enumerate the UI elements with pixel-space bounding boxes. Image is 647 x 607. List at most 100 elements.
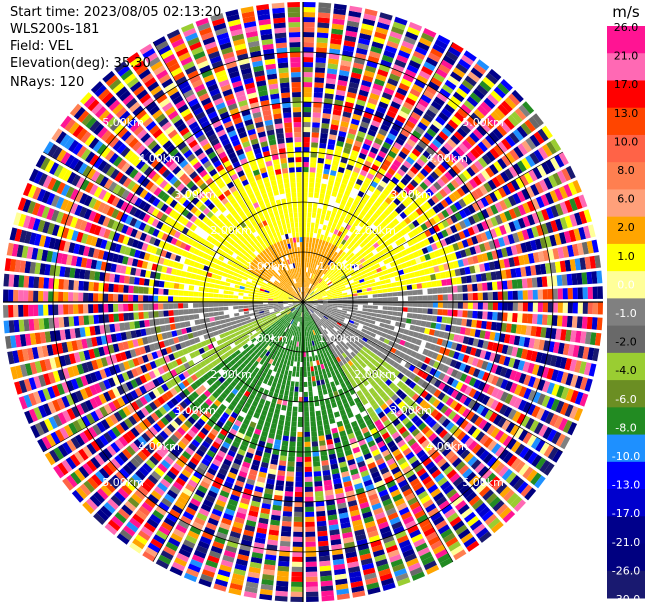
ppi-gate-cell	[343, 269, 349, 275]
ppi-gate-cell	[391, 431, 400, 440]
ppi-gate-cell	[386, 132, 397, 141]
ppi-gate-cell	[33, 375, 42, 389]
ppi-gate-cell	[500, 379, 509, 390]
ppi-gate-cell	[276, 398, 283, 405]
ppi-gate-cell	[430, 450, 441, 460]
ppi-gate-cell	[334, 573, 347, 581]
ppi-gate-cell	[576, 242, 585, 256]
ppi-gate-cell	[407, 524, 419, 534]
ppi-gate-cell	[383, 419, 392, 427]
ppi-gate-cell	[461, 79, 474, 91]
ppi-gate-cell	[397, 372, 405, 380]
ppi-gate-cell	[365, 248, 372, 255]
ppi-gate-cell	[381, 375, 389, 383]
ppi-gate-cell	[308, 310, 312, 315]
ppi-gate-cell	[327, 318, 333, 323]
ppi-gate-cell	[144, 546, 158, 558]
ppi-gate-cell	[146, 415, 156, 425]
ppi-gate-cell	[381, 228, 388, 236]
ppi-gate-cell	[308, 336, 312, 342]
ppi-gate-cell	[382, 297, 388, 302]
ppi-gate-cell	[491, 387, 500, 398]
ppi-gate-cell	[159, 430, 169, 440]
ppi-gate-cell	[353, 183, 361, 191]
ppi-gate-cell	[514, 443, 526, 456]
ppi-gate-cell	[389, 73, 401, 82]
ppi-gate-cell	[362, 205, 370, 213]
ppi-gate-cell	[435, 115, 446, 126]
ppi-gate-cell	[347, 354, 354, 360]
ppi-gate-cell	[333, 3, 347, 11]
ppi-gate-cell	[309, 401, 314, 407]
ppi-gate-cell	[559, 217, 568, 230]
ppi-gate-cell	[236, 359, 243, 366]
ppi-gate-cell	[376, 184, 385, 192]
ppi-gate-cell	[417, 140, 428, 150]
ppi-gate-cell	[350, 357, 357, 364]
ppi-gate-cell	[256, 391, 263, 398]
ppi-gate-cell	[264, 421, 271, 428]
ppi-gate-cell	[319, 332, 323, 338]
ppi-gate-cell	[277, 357, 282, 363]
ppi-gate-cell	[338, 507, 348, 514]
ppi-gate-cell	[269, 524, 280, 531]
ppi-gate-cell	[338, 335, 344, 341]
ppi-gate-cell	[146, 335, 154, 344]
ppi-gate-cell	[174, 394, 183, 403]
ppi-gate-cell	[24, 410, 34, 425]
ppi-gate-cell	[376, 216, 384, 224]
ppi-gate-cell	[217, 329, 224, 335]
ppi-gate-cell	[364, 8, 378, 17]
ppi-gate-cell	[312, 122, 320, 128]
ppi-gate-cell	[394, 259, 401, 266]
ppi-gate-cell	[478, 465, 489, 477]
ppi-gate-cell	[473, 108, 485, 120]
ppi-gate-cell	[326, 265, 331, 271]
ppi-gate-cell	[375, 208, 383, 216]
ppi-gate-cell	[322, 296, 328, 299]
ppi-gate-cell	[417, 263, 424, 270]
ppi-gate-cell	[160, 416, 170, 426]
ppi-gate-cell	[417, 547, 431, 557]
ppi-gate-cell	[411, 358, 419, 366]
ppi-gate-cell	[307, 207, 312, 213]
ppi-gate-cell	[406, 335, 413, 343]
ppi-gate-cell	[120, 351, 128, 361]
ppi-gate-cell	[418, 518, 431, 528]
ppi-gate-cell	[583, 225, 591, 239]
ppi-gate-cell	[357, 302, 363, 305]
ppi-gate-cell	[61, 441, 73, 455]
ppi-gate-cell	[162, 403, 171, 413]
ppi-gate-cell	[386, 287, 393, 293]
ppi-gate-cell	[54, 429, 65, 442]
ppi-gate-cell	[459, 484, 471, 495]
ppi-gate-cell	[347, 306, 353, 310]
ppi-gate-cell	[549, 190, 559, 203]
ppi-gate-cell	[497, 82, 510, 95]
ppi-gate-cell	[412, 482, 423, 492]
ppi-gate-cell	[348, 377, 355, 384]
ppi-gate-cell	[410, 402, 419, 411]
ppi-gate-cell	[336, 140, 345, 148]
ppi-gate-cell	[331, 270, 337, 275]
ppi-gate-cell	[583, 209, 592, 223]
ppi-gate-cell	[277, 470, 286, 477]
ppi-gate-cell	[303, 17, 315, 23]
ppi-gate-cell	[502, 510, 516, 523]
ppi-gate-cell	[327, 248, 333, 255]
ppi-gate-cell	[357, 295, 363, 299]
ppi-gate-cell	[569, 198, 578, 212]
ppi-gate-cell	[502, 184, 512, 196]
ppi-gate-cell	[358, 548, 371, 556]
ppi-gate-cell	[377, 399, 385, 407]
ppi-gate-cell	[275, 372, 280, 379]
ppi-gate-cell	[344, 350, 350, 356]
ppi-gate-cell	[378, 204, 386, 212]
ppi-gate-cell	[308, 386, 313, 392]
ppi-gate-cell	[356, 238, 363, 245]
ppi-gate-cell	[552, 288, 558, 300]
ppi-gate-cell	[215, 320, 221, 326]
ppi-gate-cell	[550, 328, 557, 340]
ppi-gate-cell	[337, 320, 344, 325]
ppi-gate-cell	[344, 189, 351, 197]
